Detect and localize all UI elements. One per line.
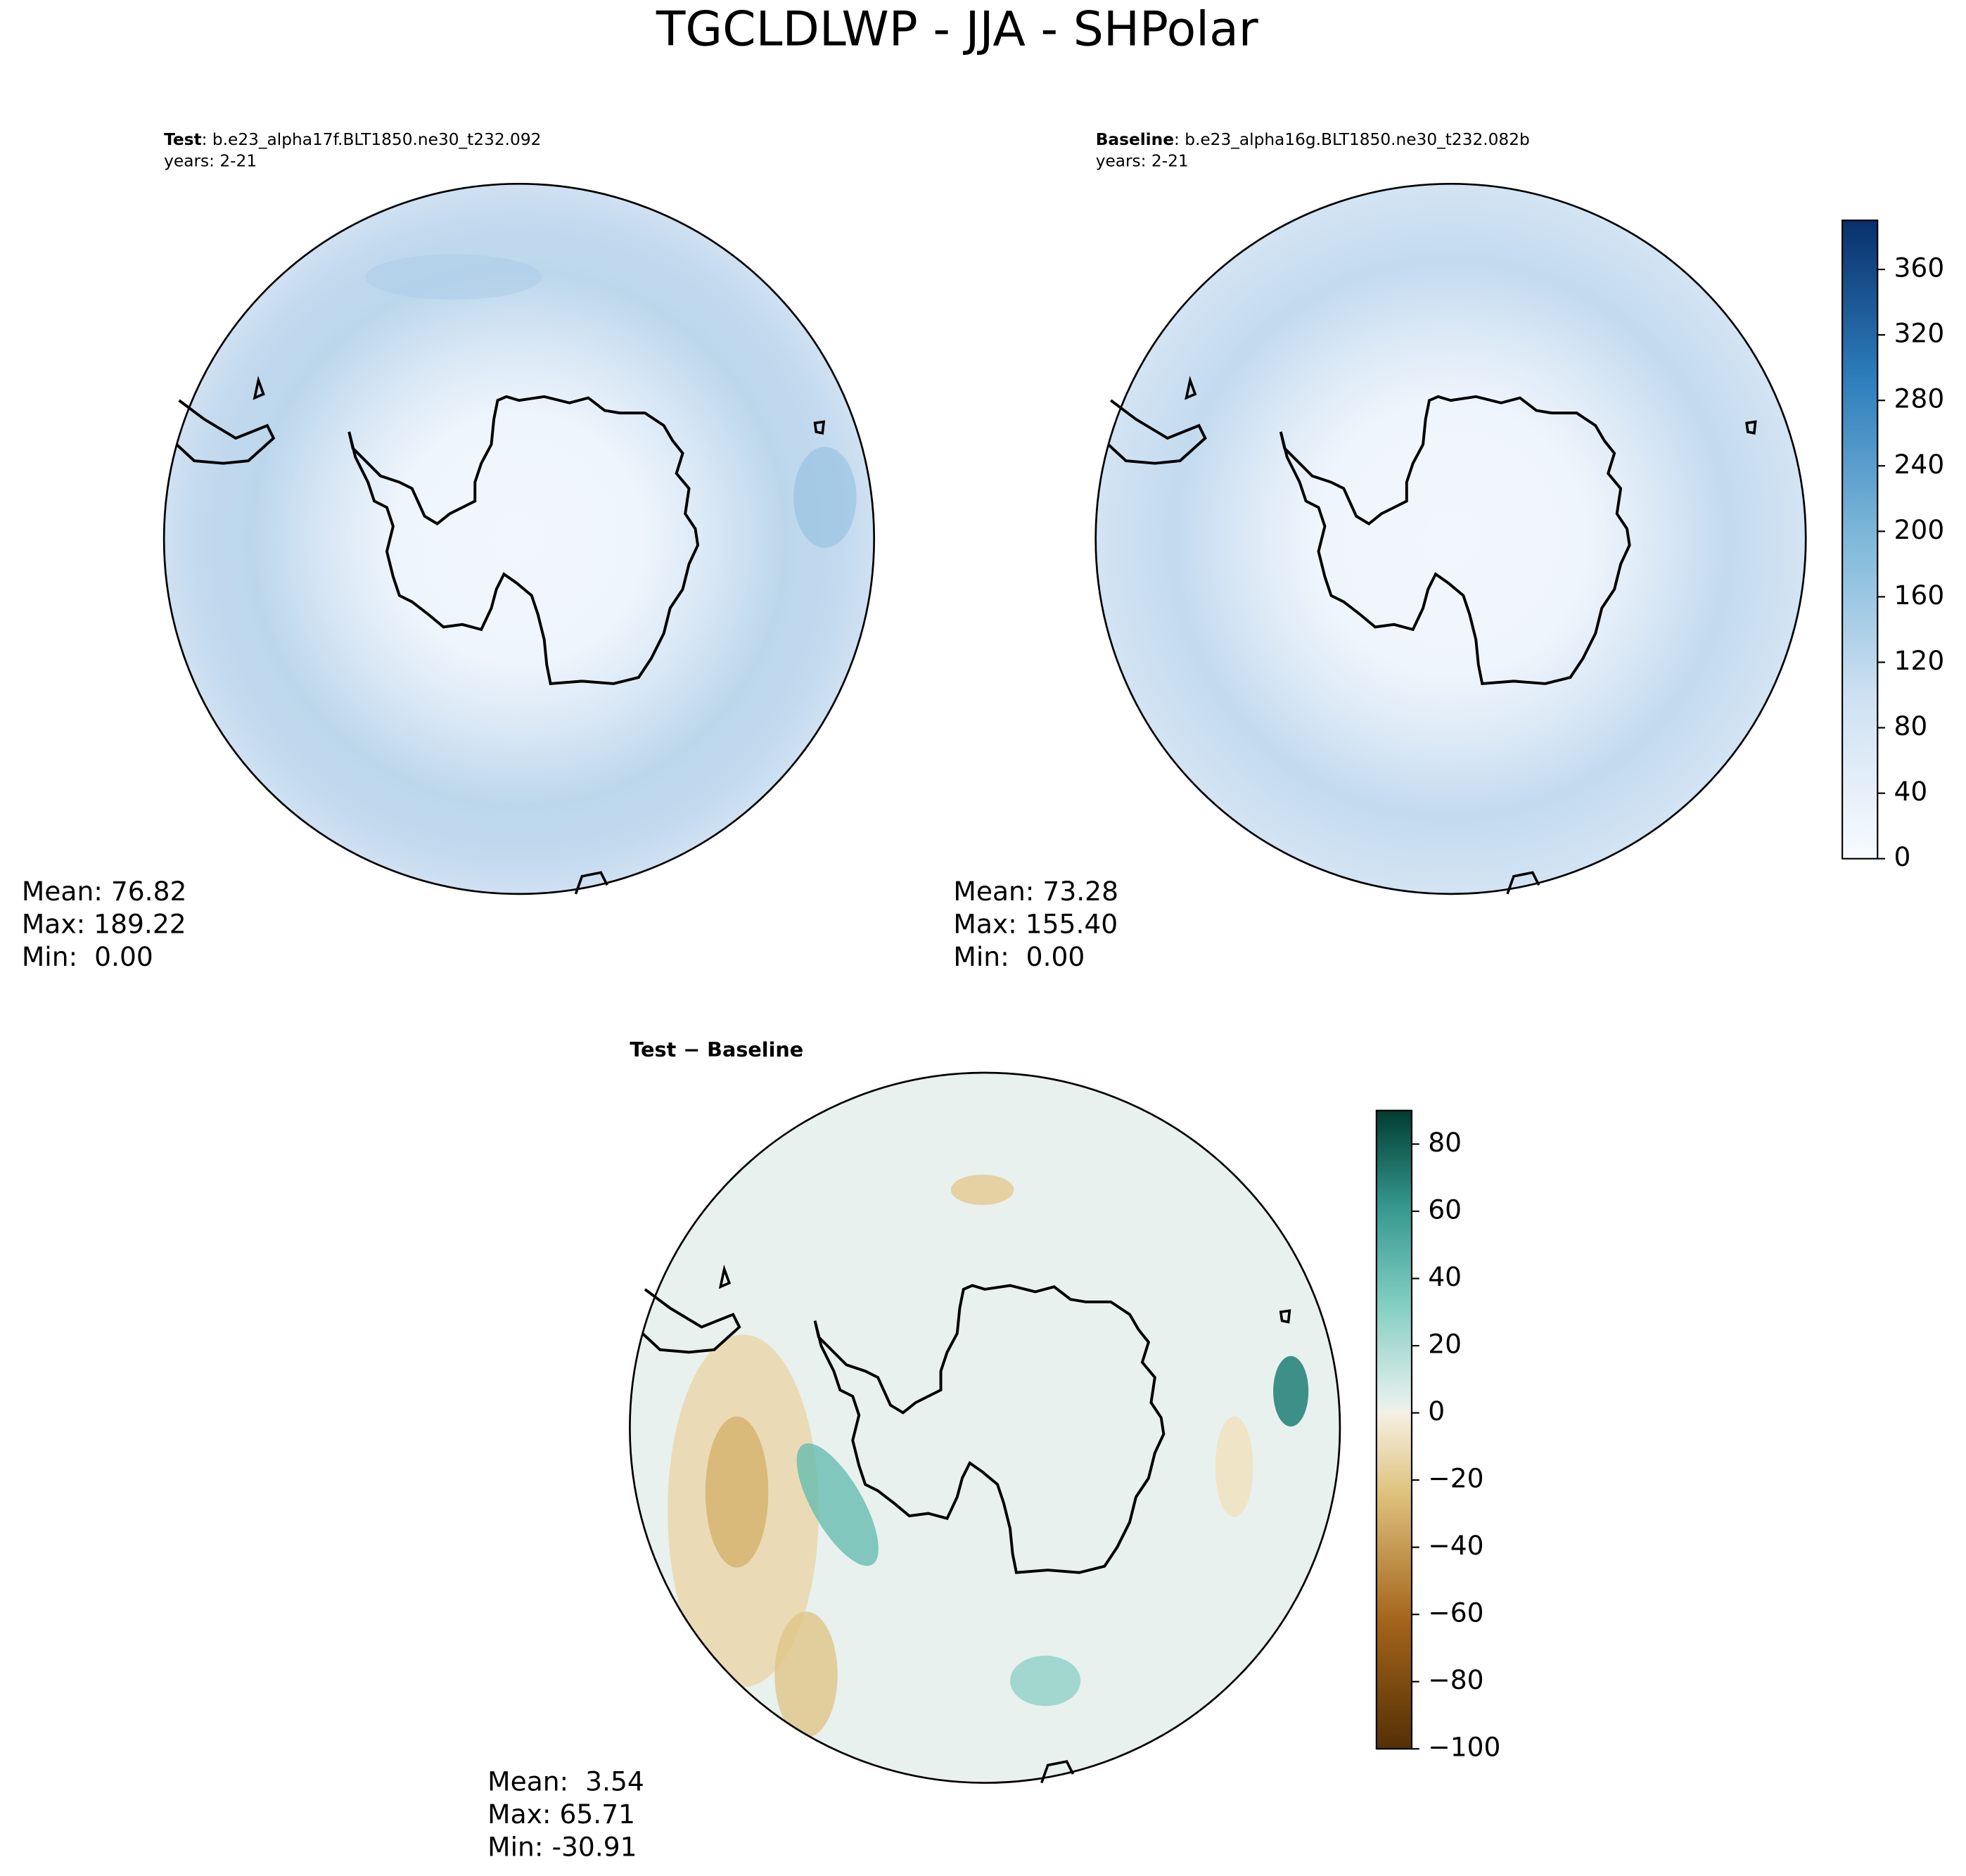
colorbar-tick-label: 60 xyxy=(1428,1194,1462,1225)
field-feature xyxy=(796,1443,879,1566)
colorbar-tick-label: 240 xyxy=(1894,449,1945,480)
stat: Min: 0.00 xyxy=(22,941,153,972)
map-border xyxy=(629,1071,1341,1784)
stat: Mean: 73.28 xyxy=(953,876,1118,907)
field-feature xyxy=(365,254,542,300)
stat: Max: 155.40 xyxy=(953,908,1118,939)
case-name: : b.e23_alpha16g.BLT1850.ne30_t232.082b xyxy=(1174,130,1530,149)
panel-header: Baseline: b.e23_alpha16g.BLT1850.ne30_t2… xyxy=(1096,130,1530,149)
colorbar-tick-label: −100 xyxy=(1428,1732,1500,1763)
map-field xyxy=(1095,184,1806,894)
field-feature xyxy=(1009,1655,1081,1706)
stat: Min: 0.00 xyxy=(953,941,1085,972)
colorbar-tick-label: 200 xyxy=(1894,514,1945,545)
colorbar-tick-label: 280 xyxy=(1894,383,1945,414)
stat: Max: 189.22 xyxy=(22,908,186,939)
stat: Max: 65.71 xyxy=(487,1799,635,1830)
stat: Mean: 3.54 xyxy=(487,1766,644,1797)
years: years: 2-21 xyxy=(164,151,257,170)
colorbar-tick-label: 40 xyxy=(1428,1261,1462,1292)
figure-title: TGCLDLWP - JJA - SHPolar xyxy=(656,1,1258,57)
field-feature xyxy=(1273,1355,1309,1427)
stat: Min: -30.91 xyxy=(487,1831,637,1862)
colorbar-tick-label: −20 xyxy=(1428,1463,1483,1494)
panel-label: Test − Baseline xyxy=(630,1038,803,1061)
years: years: 2-21 xyxy=(1096,151,1189,170)
colorbar-tick-label: 160 xyxy=(1894,580,1945,611)
panel-header: Test: b.e23_alpha17f.BLT1850.ne30_t232.0… xyxy=(164,130,541,149)
colorbar-tick-label: 20 xyxy=(1428,1329,1462,1360)
colorbar-tick-label: 120 xyxy=(1894,645,1945,676)
colorbar xyxy=(1375,1109,1413,1750)
field-fill xyxy=(164,184,874,894)
colorbar-tick-label: −80 xyxy=(1428,1664,1483,1695)
colorbar-tick-label: 0 xyxy=(1428,1396,1445,1427)
colorbar-tick-label: −40 xyxy=(1428,1530,1483,1561)
field-feature xyxy=(793,447,857,548)
field-feature xyxy=(1215,1416,1253,1517)
map-field xyxy=(164,184,874,894)
map-field xyxy=(630,1073,1340,1783)
colorbar-tick-label: 40 xyxy=(1894,776,1928,807)
field-feature xyxy=(950,1175,1014,1205)
panel-label: Test xyxy=(164,130,202,149)
panel-label: Baseline xyxy=(1096,130,1174,149)
colorbar-tick-label: 320 xyxy=(1894,318,1945,349)
map-border xyxy=(1094,182,1807,895)
case-name: : b.e23_alpha17f.BLT1850.ne30_t232.092 xyxy=(202,130,542,149)
colorbar-tick-label: 80 xyxy=(1894,710,1928,741)
map-border xyxy=(162,182,876,895)
field-feature xyxy=(705,1416,769,1568)
field-fill xyxy=(1095,184,1806,894)
colorbar-tick-label: 80 xyxy=(1428,1127,1462,1158)
colorbar-tick-label: 360 xyxy=(1894,253,1945,283)
field-fill xyxy=(630,1073,1340,1783)
colorbar xyxy=(1841,219,1879,860)
colorbar-tick-label: 0 xyxy=(1894,841,1911,872)
stat: Mean: 76.82 xyxy=(22,876,187,907)
field-feature xyxy=(774,1612,838,1738)
colorbar-tick-label: −60 xyxy=(1428,1597,1483,1628)
